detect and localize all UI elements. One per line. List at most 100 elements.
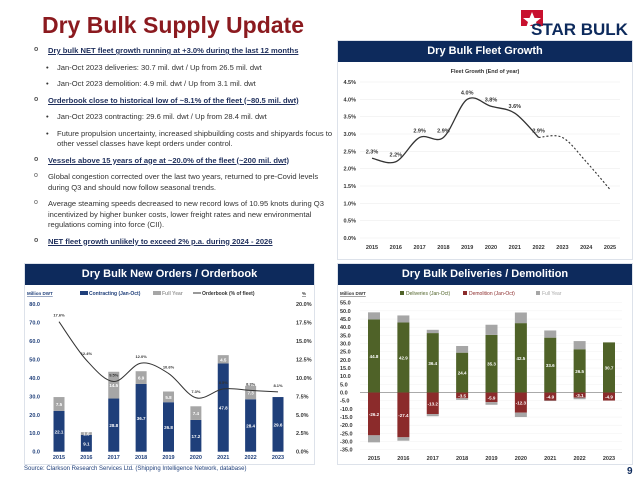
star-bulk-logo: STAR BULK [515, 8, 635, 38]
full-year-bar [135, 371, 147, 384]
y-tick-label: 30.0 [29, 394, 40, 400]
y-tick-label: 0.5% [343, 219, 356, 225]
bar-label: 44.8 [370, 354, 379, 359]
y-tick-label: 40.0 [29, 376, 40, 382]
y-tick-label: 15.0 [340, 366, 351, 372]
bar-label: 42.9 [399, 355, 408, 360]
y-tick-label: -30.0 [340, 440, 353, 446]
bar-label: -3.5 [458, 393, 466, 398]
orderbook-label: 10.6% [163, 364, 175, 369]
x-tick-label: 2015 [366, 245, 378, 251]
legend-label: Contracting (Jan-Oct) [89, 291, 141, 297]
demolition-bar [514, 392, 527, 413]
legend-swatch [536, 291, 540, 295]
x-tick-label: 2015 [53, 455, 65, 461]
deliveries-bar [485, 334, 498, 393]
y2-tick-label: 12.5% [296, 357, 312, 363]
y-tick-label: 0.0% [343, 236, 356, 242]
y-tick-label: 70.0 [29, 320, 40, 326]
bar-label: -27.4 [398, 413, 409, 418]
orderbook-label: 7.3% [191, 389, 201, 394]
x-tick-label: 2017 [427, 456, 439, 462]
full-year-deliveries-bar [456, 345, 469, 353]
x-tick-label: 2021 [509, 245, 521, 251]
y-tick-label: 55.0 [340, 301, 351, 307]
bar-label: 26.5 [575, 369, 584, 374]
legend-label: Orderbook (% of fleet) [202, 291, 255, 297]
x-tick-label: 2016 [390, 245, 402, 251]
bar-label: 4.5 [220, 357, 227, 362]
contracting-bar [135, 383, 147, 452]
bar-label: 33.6 [546, 363, 555, 368]
orderbook-label: 9.5% [109, 373, 119, 378]
y-tick-label: 30.0 [340, 342, 351, 348]
x-tick-label: 2020 [515, 456, 527, 462]
full-year-bar [163, 391, 174, 403]
bar-label: 7.3 [247, 391, 254, 396]
y-tick-label: 80.0 [29, 302, 40, 308]
bar-label: 14.5 [109, 383, 118, 388]
bar-label: 24.4 [458, 371, 467, 376]
y-tick-label: 40.0 [340, 325, 351, 331]
bar-label: 47.8 [219, 406, 228, 411]
orders-panel: Dry Bulk New Orders / Orderbook [24, 263, 315, 465]
full-year-deliveries-bar [573, 341, 586, 350]
fleet-growth-header: Dry Bulk Fleet Growth [338, 41, 632, 62]
bullet-item: NET fleet growth unlikely to exceed 2% p… [30, 236, 335, 248]
deliveries-bar [514, 323, 527, 393]
x-tick-label: 2019 [461, 245, 473, 251]
demolition-bar [368, 392, 380, 436]
full-year-demolition-bar [426, 414, 439, 417]
bar-label: 9.1 [83, 441, 90, 446]
y-tick-label: 10.0 [340, 374, 351, 380]
data-label: 4.0% [461, 90, 474, 96]
y-axis-label: Million DWT [27, 291, 53, 296]
full-year-deliveries-bar [397, 315, 410, 323]
deliveries-bar [426, 333, 439, 393]
orderbook-line [58, 321, 279, 399]
y-tick-label: 2.5% [343, 149, 356, 155]
full-year-bar [80, 432, 92, 435]
y-tick-label: -35.0 [340, 448, 353, 454]
orderbook-label: 8.1% [273, 383, 283, 388]
y-tick-label: 35.0 [340, 333, 351, 339]
y-tick-label: 20.0 [29, 413, 40, 419]
legend-label: Full Year [162, 291, 183, 297]
x-tick-label: 2021 [544, 456, 556, 462]
x-tick-label: 2017 [108, 455, 120, 461]
bar-label: 7.4 [193, 411, 200, 416]
bar-label: 36.4 [428, 361, 437, 366]
x-tick-label: 2021 [217, 455, 229, 461]
x-tick-label: 2022 [532, 245, 544, 251]
bar-label: 42.5 [516, 356, 525, 361]
full-year-deliveries-bar [368, 312, 380, 320]
full-year-deliveries-bar [544, 330, 557, 338]
deliveries-bar [544, 337, 557, 393]
orderbook-label: 17.6% [53, 313, 65, 318]
bar-label: -4.9 [546, 395, 554, 400]
y-tick-label: -10.0 [340, 407, 353, 413]
y-tick-label: -20.0 [340, 423, 353, 429]
full-year-bar [53, 397, 65, 411]
contracting-bar [163, 402, 174, 452]
demolition-bar [544, 392, 557, 401]
full-year-demolition-bar [368, 435, 380, 443]
bar-label: 28.4 [246, 423, 255, 428]
bar-label: 22.1 [55, 429, 64, 434]
bar-label: 30.7 [605, 365, 614, 370]
x-tick-label: 2024 [580, 245, 593, 251]
y-tick-label: 20.0 [340, 358, 351, 364]
y-tick-label: 60.0 [29, 339, 40, 345]
legend-label: Demolition (Jan-Oct) [469, 291, 515, 297]
deliveries-bar [573, 349, 586, 393]
data-label: 2.2% [390, 153, 403, 159]
chart-title: Fleet Growth (End of year) [451, 69, 520, 75]
y-tick-label: -25.0 [340, 431, 353, 437]
data-label: 2.9% [437, 128, 450, 134]
full-year-deliveries-bar [514, 312, 527, 324]
legend-swatch [463, 291, 467, 295]
full-year-demolition-bar [514, 412, 527, 418]
y-tick-label: 25.0 [340, 350, 351, 356]
